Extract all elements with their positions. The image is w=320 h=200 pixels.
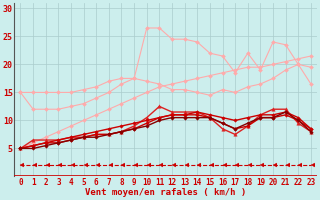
X-axis label: Vent moyen/en rafales ( km/h ): Vent moyen/en rafales ( km/h )	[85, 188, 246, 197]
